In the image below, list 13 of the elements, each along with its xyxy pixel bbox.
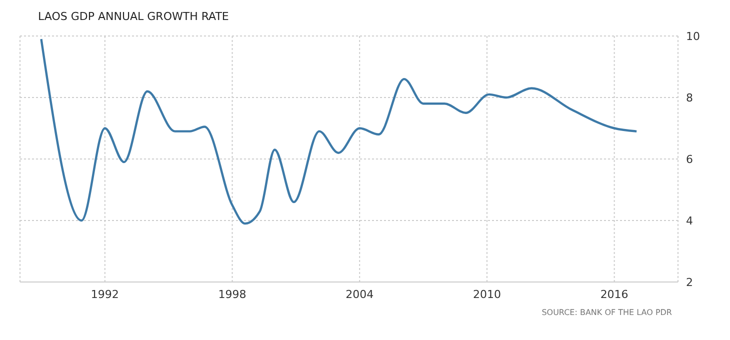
y-tick-label: 10 <box>686 30 700 43</box>
source-note: SOURCE: BANK OF THE LAO PDR <box>540 308 673 317</box>
y-tick-label: 2 <box>686 276 693 289</box>
y-tick-label: 4 <box>686 214 693 228</box>
y-tick-label: 8 <box>686 91 693 104</box>
x-tick-label: 2010 <box>472 288 501 301</box>
y-tick-label: 6 <box>686 152 693 166</box>
x-tick-label: 2016 <box>600 288 628 301</box>
chart-title: LAOS GDP ANNUAL GROWTH RATE <box>37 9 230 25</box>
x-tick-label: 1992 <box>90 288 119 301</box>
x-tick-label: 2004 <box>346 288 374 301</box>
x-tick-label: 1998 <box>218 288 246 301</box>
line-series <box>40 38 638 225</box>
